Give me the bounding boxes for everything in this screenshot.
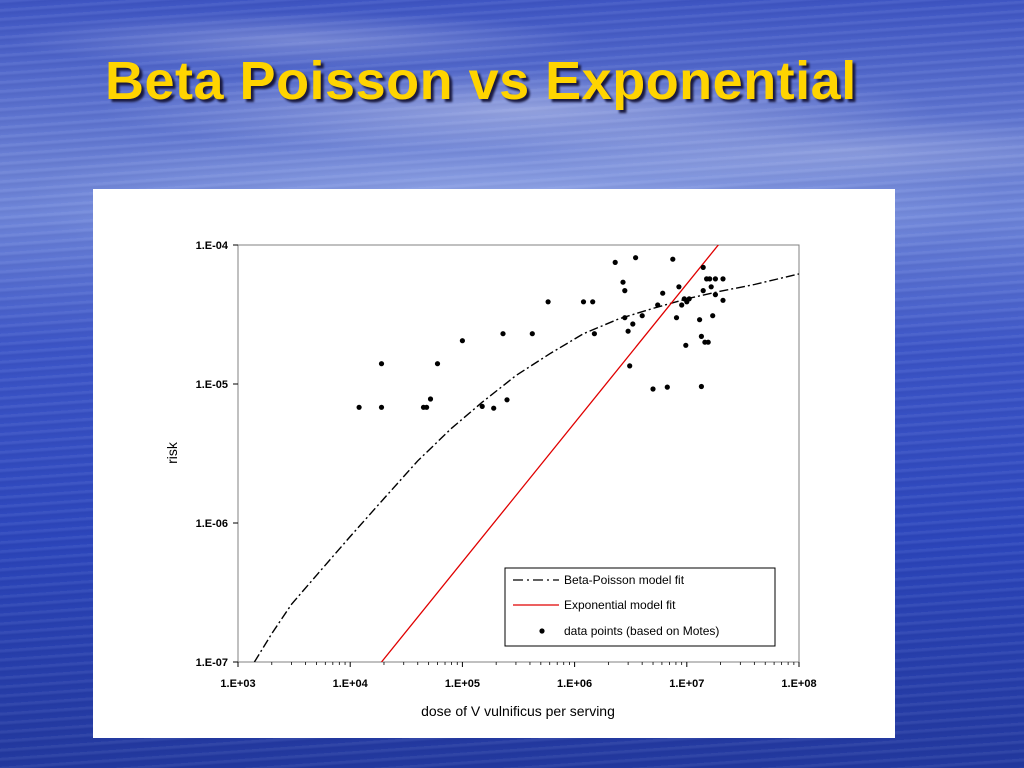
data-point — [459, 338, 465, 344]
data-point — [500, 331, 506, 337]
data-point — [479, 403, 485, 409]
data-point — [670, 256, 676, 262]
data-point — [700, 288, 706, 294]
legend-box — [504, 567, 776, 647]
data-point — [590, 299, 596, 305]
exponential-fit-line — [380, 245, 720, 662]
data-point — [707, 276, 713, 282]
data-point — [378, 361, 385, 367]
data-point — [708, 284, 714, 290]
y-tick-label: 1.E-07 — [196, 657, 228, 669]
scatter-chart: 1.E+03 1.E+04 1.E+05 1.E+06 1.E+07 1.E+08 1.E… — [164, 240, 817, 719]
chart-panel: 1.E+03 1.E+04 1.E+05 1.E+06 1.E+07 1.E+08 1.E… — [93, 189, 895, 738]
x-tick-label: 1.E+08 — [781, 678, 816, 690]
data-point — [580, 299, 587, 305]
x-tick-label: 1.E+06 — [557, 678, 592, 690]
beta-poisson-fit-line — [253, 273, 799, 662]
data-point — [491, 405, 497, 411]
data-point — [660, 290, 666, 296]
y-axis-tick-labels: 1.E-04 1.E-05 1.E-06 1.E-07 — [196, 240, 229, 669]
plot-area-frame — [237, 244, 800, 663]
data-point — [627, 363, 633, 369]
slide-title: Beta Poisson vs Exponential — [105, 51, 857, 111]
data-point — [698, 383, 705, 390]
x-tick-label: 1.E+03 — [220, 678, 255, 690]
data-point — [434, 361, 441, 367]
data-point — [625, 328, 631, 334]
data-point — [633, 255, 639, 261]
legend-label-beta-poisson: Beta-Poisson model fit — [564, 573, 685, 587]
x-tick-label: 1.E+07 — [669, 678, 704, 690]
data-point — [720, 276, 726, 282]
data-point — [650, 386, 656, 392]
y-tick-label: 1.E-06 — [196, 518, 228, 530]
legend-item-data-points: data points (based on Motes) — [539, 624, 719, 638]
data-point — [697, 317, 703, 323]
data-point — [504, 397, 510, 403]
data-point — [591, 331, 597, 337]
data-point — [427, 396, 434, 402]
data-point — [622, 288, 628, 294]
y-axis-ticks — [233, 244, 238, 663]
x-axis-ticks — [237, 662, 800, 667]
data-point — [712, 292, 719, 298]
data-point — [356, 404, 362, 410]
x-axis-title: dose of V vulnificus per serving — [421, 703, 615, 719]
legend-item-exponential: Exponential model fit — [513, 598, 676, 612]
x-tick-label: 1.E+04 — [333, 678, 369, 690]
chart-legend: Beta-Poisson model fit Exponential model… — [504, 567, 776, 647]
series-layer — [253, 245, 799, 662]
legend-label-data-points: data points (based on Motes) — [564, 624, 719, 638]
data-point — [720, 297, 726, 303]
data-point — [683, 342, 689, 348]
legend-swatch-data-points — [539, 628, 545, 634]
data-point — [676, 284, 682, 290]
data-point — [424, 404, 430, 410]
x-axis-tick-labels: 1.E+03 1.E+04 1.E+05 1.E+06 1.E+07 1.E+08 — [220, 678, 816, 690]
data-point — [630, 321, 636, 327]
data-point — [639, 313, 645, 319]
data-point — [698, 333, 705, 339]
y-tick-label: 1.E-04 — [196, 240, 229, 252]
data-point — [529, 331, 535, 337]
data-point — [378, 404, 385, 410]
data-point — [686, 296, 692, 302]
data-point — [673, 315, 680, 321]
data-point — [655, 302, 661, 308]
data-point — [620, 279, 626, 285]
data-point — [700, 264, 706, 270]
data-point — [612, 259, 618, 265]
data-point — [679, 302, 685, 308]
data-point — [622, 315, 628, 321]
data-point — [710, 313, 716, 319]
y-tick-label: 1.E-05 — [196, 379, 228, 391]
data-point — [545, 299, 551, 305]
data-point — [705, 339, 711, 345]
legend-label-exponential: Exponential model fit — [564, 598, 676, 612]
legend-item-beta-poisson: Beta-Poisson model fit — [513, 573, 685, 587]
data-point — [664, 384, 670, 390]
data-point — [712, 276, 719, 282]
x-tick-label: 1.E+05 — [445, 678, 480, 690]
y-axis-title: risk — [164, 441, 180, 464]
